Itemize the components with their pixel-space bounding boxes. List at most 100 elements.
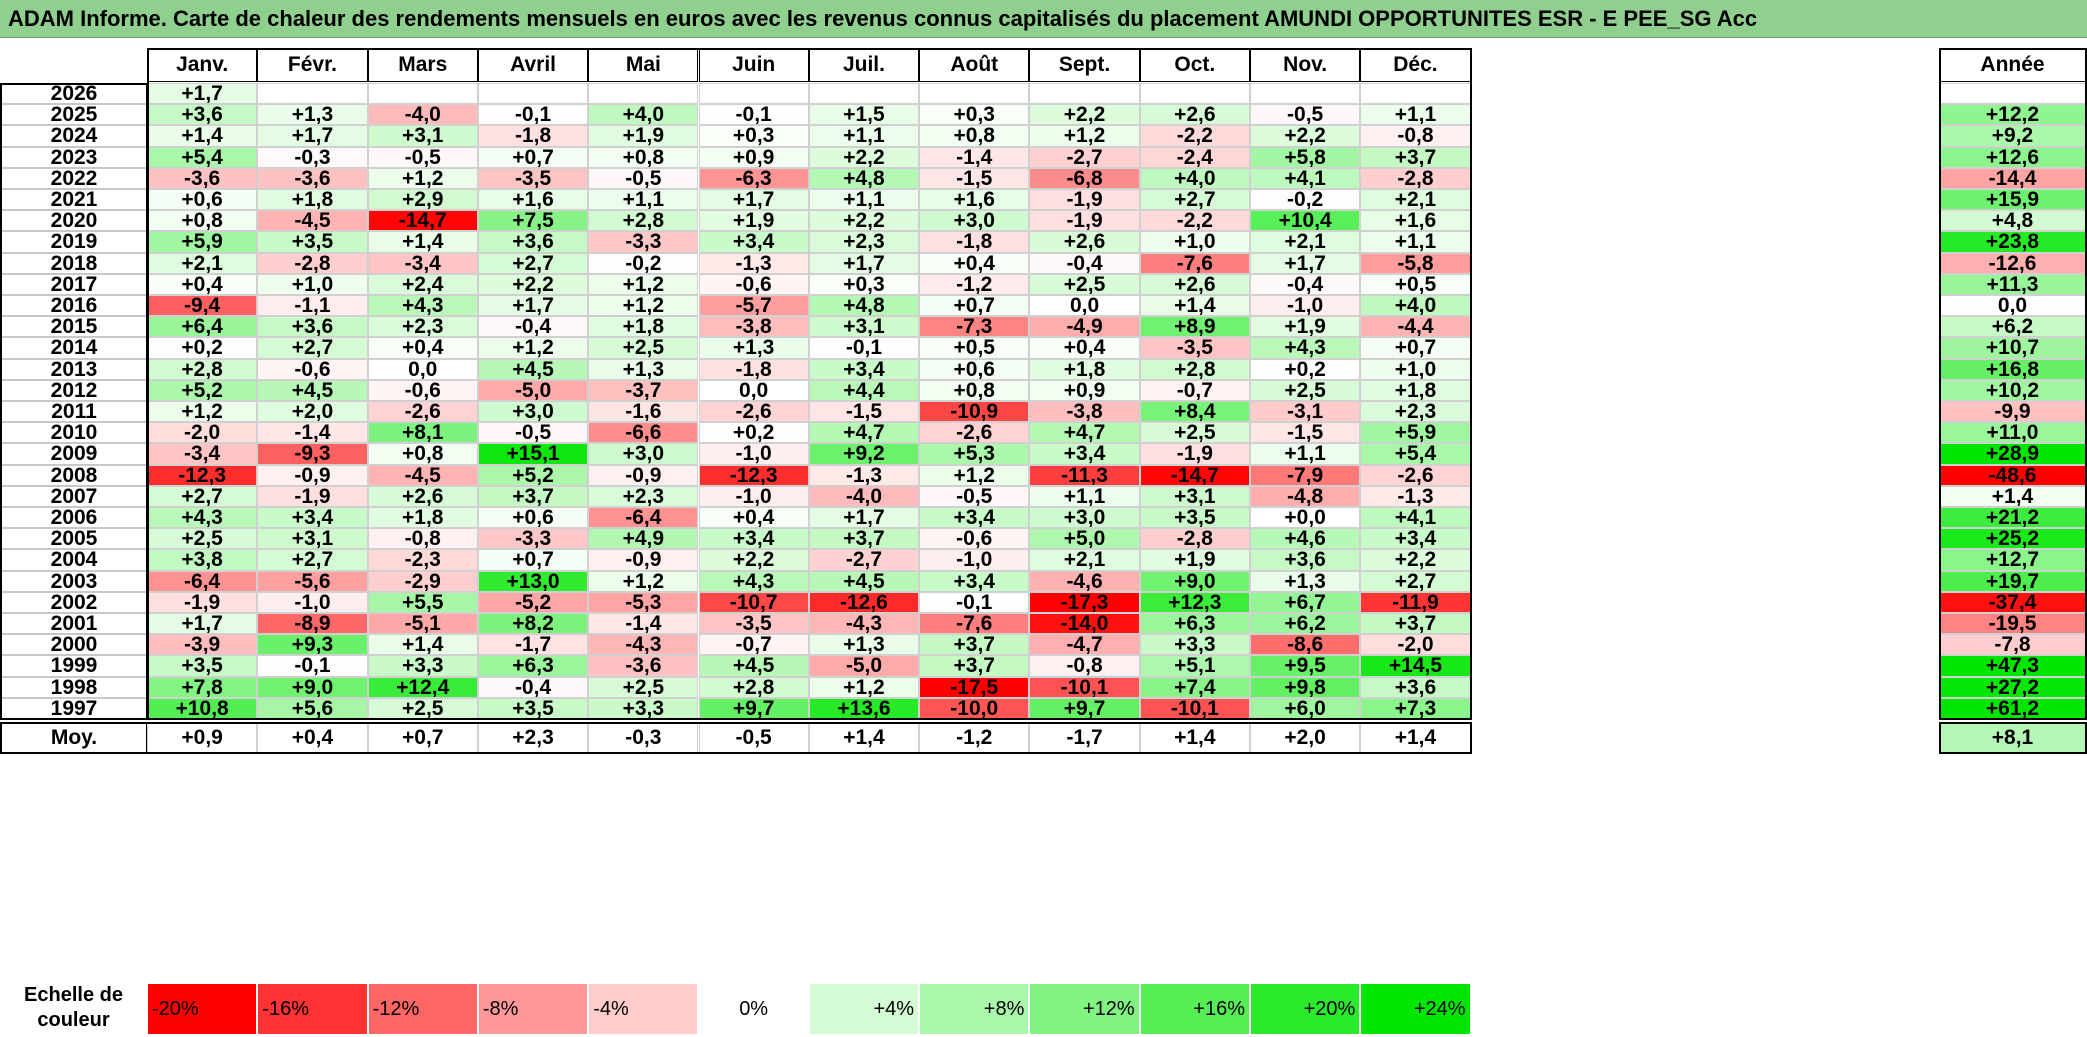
heatmap-cell: +0,4 (367, 337, 478, 359)
heatmap-cell: +1,9 (698, 210, 809, 232)
average-label: Moy. (1, 722, 147, 754)
heatmap-cell: +4,7 (1029, 422, 1140, 444)
heatmap-cell: +1,2 (808, 676, 920, 698)
year-label: 2024 (1, 125, 147, 147)
heatmap-cell: +2,5 (1250, 379, 1361, 401)
heatmap-cell: -2,8 (1139, 528, 1250, 550)
year-label: 2000 (1, 634, 147, 656)
scale-swatch: +24% (1360, 983, 1471, 1035)
average-annual-cell: +8,1 (1939, 722, 2086, 754)
heatmap-cell: -0,2 (588, 252, 699, 274)
annual-cell: +28,9 (1939, 443, 2086, 465)
heatmap-cell: +3,0 (1029, 507, 1140, 529)
heatmap-cell: +4,4 (808, 379, 920, 401)
heatmap-cell: -2,9 (367, 570, 478, 592)
heatmap-cell: +3,1 (1139, 485, 1250, 507)
heatmap-cell: +9,5 (1250, 655, 1361, 677)
heatmap-cell: -0,8 (1029, 655, 1140, 677)
heatmap-cell: +0,5 (919, 337, 1030, 359)
heatmap-cell: +2,8 (147, 358, 258, 380)
heatmap-cell: +9,7 (698, 697, 809, 719)
heatmap-cell: +1,1 (588, 189, 699, 211)
heatmap-cell: +1,7 (698, 189, 809, 211)
heatmap-cell (919, 83, 1030, 105)
heatmap-cell: -3,3 (588, 231, 699, 253)
heatmap-cell: -7,6 (919, 613, 1030, 635)
heatmap-cell: -1,7 (477, 634, 589, 656)
month-header: Nov. (1250, 48, 1361, 82)
annual-cell: 0,0 (1939, 295, 2086, 317)
heatmap-cell: +0,2 (147, 337, 258, 359)
heatmap-cell: +3,0 (919, 210, 1030, 232)
heatmap-cell: +0,8 (147, 210, 258, 232)
heatmap-cell: -10,9 (919, 401, 1030, 423)
heatmap-cell: +3,5 (257, 231, 368, 253)
heatmap-cell: -1,3 (1360, 485, 1471, 507)
heatmap-cell: +1,3 (808, 634, 920, 656)
heatmap-cell: -12,3 (698, 464, 809, 486)
heatmap-cell: +1,8 (257, 189, 368, 211)
heatmap-cell: +10,8 (147, 697, 258, 719)
year-label: 2015 (1, 316, 147, 338)
heatmap-cell: -3,5 (477, 167, 589, 189)
heatmap-cell: +0,7 (1360, 337, 1471, 359)
heatmap-cell: -0,1 (698, 104, 809, 126)
annual-cell: +19,7 (1939, 570, 2086, 592)
heatmap-cell: -3,6 (147, 167, 258, 189)
heatmap-cell: +1,2 (367, 167, 478, 189)
heatmap-cell: +2,2 (698, 549, 809, 571)
heatmap-cell: -0,4 (477, 316, 589, 338)
heatmap-cell: -17,3 (1029, 591, 1140, 613)
heatmap-cell: -0,7 (1139, 379, 1250, 401)
annual-header: Année (1939, 48, 2086, 82)
scale-swatch: -16% (257, 983, 368, 1035)
heatmap-cell: +3,7 (477, 485, 589, 507)
heatmap-cell: -5,8 (1360, 252, 1471, 274)
heatmap-cell: +5,4 (147, 146, 258, 168)
heatmap-cell: +4,3 (147, 507, 258, 529)
scale-swatch: +4% (808, 983, 920, 1035)
heatmap-cell: -14,0 (1029, 613, 1140, 635)
heatmap-cell: +12,4 (367, 676, 478, 698)
heatmap-cell: +2,5 (588, 676, 699, 698)
heatmap-cell: -1,9 (1029, 210, 1140, 232)
scale-swatch: +16% (1139, 983, 1250, 1035)
heatmap-cell: -4,5 (257, 210, 368, 232)
heatmap-cell: +3,1 (367, 125, 478, 147)
heatmap-cell: -0,5 (919, 485, 1030, 507)
heatmap-cell: -0,5 (1250, 104, 1361, 126)
heatmap-cell: +4,8 (808, 167, 920, 189)
heatmap-cell: +9,0 (257, 676, 368, 698)
heatmap-cell: -8,6 (1250, 634, 1361, 656)
heatmap-cell: +7,4 (1139, 676, 1250, 698)
heatmap-cell: +2,7 (257, 549, 368, 571)
average-cell: +0,9 (147, 722, 258, 754)
heatmap-cell: -1,9 (257, 485, 368, 507)
heatmap-cell: -7,3 (919, 316, 1030, 338)
annual-cell: +27,2 (1939, 676, 2086, 698)
heatmap-cell: +0,7 (919, 295, 1030, 317)
scale-swatch: +12% (1029, 983, 1140, 1035)
heatmap-cell: -0,6 (919, 528, 1030, 550)
heatmap-cell: -5,2 (477, 591, 589, 613)
average-cell: +1,4 (1360, 722, 1471, 754)
heatmap-cell: -1,4 (257, 422, 368, 444)
heatmap-cell: +3,4 (919, 570, 1030, 592)
heatmap-cell: -1,4 (919, 146, 1030, 168)
scale-swatch: -4% (588, 983, 699, 1035)
heatmap-cell: +1,2 (588, 273, 699, 295)
annual-cell: +11,0 (1939, 422, 2086, 444)
year-label: 2012 (1, 379, 147, 401)
scale-swatch: +8% (919, 983, 1030, 1035)
heatmap-cell: +1,7 (477, 295, 589, 317)
heatmap-cell: +2,5 (1139, 422, 1250, 444)
heatmap-cell: +2,8 (588, 210, 699, 232)
heatmap-cell: +4,1 (1250, 167, 1361, 189)
heatmap-cell: +0,7 (477, 549, 589, 571)
heatmap-cell: +3,3 (1139, 634, 1250, 656)
heatmap-cell: -0,9 (257, 464, 368, 486)
month-header: Avril (477, 48, 589, 82)
heatmap-cell: +7,3 (1360, 697, 1471, 719)
year-label: 2011 (1, 401, 147, 423)
year-label: 1997 (1, 697, 147, 719)
